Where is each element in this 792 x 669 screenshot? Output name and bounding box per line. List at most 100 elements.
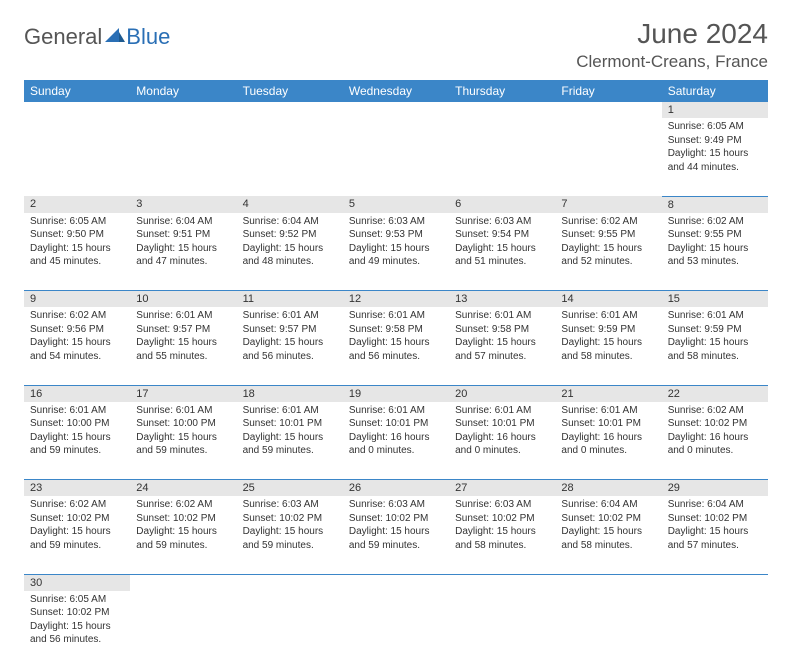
day-details: Sunrise: 6:02 AMSunset: 10:02 PMDaylight…	[662, 402, 768, 462]
day-details: Sunrise: 6:03 AMSunset: 10:02 PMDaylight…	[237, 496, 343, 556]
day-cell: Sunrise: 6:03 AMSunset: 9:54 PMDaylight:…	[449, 213, 555, 291]
header: General Blue June 2024 Clermont-Creans, …	[24, 18, 768, 72]
day-details: Sunrise: 6:03 AMSunset: 9:54 PMDaylight:…	[449, 213, 555, 273]
day-number	[237, 574, 343, 591]
day-number: 4	[237, 196, 343, 213]
day-header: Wednesday	[343, 80, 449, 102]
day-cell	[555, 118, 661, 196]
day-number: 26	[343, 480, 449, 497]
day-details: Sunrise: 6:01 AMSunset: 10:00 PMDaylight…	[24, 402, 130, 462]
day-number: 18	[237, 385, 343, 402]
day-cell: Sunrise: 6:01 AMSunset: 9:59 PMDaylight:…	[555, 307, 661, 385]
logo-text-2: Blue	[126, 24, 170, 50]
day-number: 27	[449, 480, 555, 497]
day-cell: Sunrise: 6:01 AMSunset: 9:59 PMDaylight:…	[662, 307, 768, 385]
day-cell: Sunrise: 6:05 AMSunset: 10:02 PMDaylight…	[24, 591, 130, 669]
day-number: 9	[24, 291, 130, 308]
day-details: Sunrise: 6:05 AMSunset: 10:02 PMDaylight…	[24, 591, 130, 651]
day-details: Sunrise: 6:01 AMSunset: 9:59 PMDaylight:…	[555, 307, 661, 367]
day-number: 3	[130, 196, 236, 213]
day-number	[449, 102, 555, 118]
day-number: 29	[662, 480, 768, 497]
day-details: Sunrise: 6:02 AMSunset: 9:55 PMDaylight:…	[555, 213, 661, 273]
week-row: Sunrise: 6:01 AMSunset: 10:00 PMDaylight…	[24, 402, 768, 480]
month-title: June 2024	[576, 18, 768, 50]
day-cell	[130, 118, 236, 196]
day-number: 24	[130, 480, 236, 497]
day-number	[662, 574, 768, 591]
day-number: 16	[24, 385, 130, 402]
day-details: Sunrise: 6:01 AMSunset: 9:57 PMDaylight:…	[130, 307, 236, 367]
week-row: Sunrise: 6:05 AMSunset: 10:02 PMDaylight…	[24, 591, 768, 669]
day-header: Friday	[555, 80, 661, 102]
day-details: Sunrise: 6:03 AMSunset: 10:02 PMDaylight…	[449, 496, 555, 556]
day-number: 25	[237, 480, 343, 497]
calendar-body: 1Sunrise: 6:05 AMSunset: 9:49 PMDaylight…	[24, 102, 768, 669]
day-cell: Sunrise: 6:01 AMSunset: 10:00 PMDaylight…	[130, 402, 236, 480]
day-cell: Sunrise: 6:02 AMSunset: 9:56 PMDaylight:…	[24, 307, 130, 385]
week-row: Sunrise: 6:02 AMSunset: 10:02 PMDaylight…	[24, 496, 768, 574]
daynum-row: 1	[24, 102, 768, 118]
day-cell: Sunrise: 6:02 AMSunset: 9:55 PMDaylight:…	[555, 213, 661, 291]
day-number: 23	[24, 480, 130, 497]
day-cell: Sunrise: 6:04 AMSunset: 10:02 PMDaylight…	[662, 496, 768, 574]
day-cell: Sunrise: 6:05 AMSunset: 9:49 PMDaylight:…	[662, 118, 768, 196]
week-row: Sunrise: 6:05 AMSunset: 9:50 PMDaylight:…	[24, 213, 768, 291]
day-number: 6	[449, 196, 555, 213]
day-cell: Sunrise: 6:01 AMSunset: 9:57 PMDaylight:…	[130, 307, 236, 385]
calendar-head: SundayMondayTuesdayWednesdayThursdayFrid…	[24, 80, 768, 102]
day-details: Sunrise: 6:02 AMSunset: 9:56 PMDaylight:…	[24, 307, 130, 367]
day-number	[24, 102, 130, 118]
day-cell	[662, 591, 768, 669]
day-number	[555, 574, 661, 591]
day-details: Sunrise: 6:02 AMSunset: 10:02 PMDaylight…	[24, 496, 130, 556]
day-number: 1	[662, 102, 768, 118]
day-cell: Sunrise: 6:02 AMSunset: 10:02 PMDaylight…	[662, 402, 768, 480]
day-details: Sunrise: 6:01 AMSunset: 10:00 PMDaylight…	[130, 402, 236, 462]
day-cell: Sunrise: 6:03 AMSunset: 10:02 PMDaylight…	[343, 496, 449, 574]
day-number: 15	[662, 291, 768, 308]
day-details: Sunrise: 6:02 AMSunset: 9:55 PMDaylight:…	[662, 213, 768, 273]
title-block: June 2024 Clermont-Creans, France	[576, 18, 768, 72]
day-cell: Sunrise: 6:05 AMSunset: 9:50 PMDaylight:…	[24, 213, 130, 291]
day-cell	[449, 591, 555, 669]
day-cell: Sunrise: 6:01 AMSunset: 9:58 PMDaylight:…	[449, 307, 555, 385]
week-row: Sunrise: 6:02 AMSunset: 9:56 PMDaylight:…	[24, 307, 768, 385]
day-number: 22	[662, 385, 768, 402]
day-header: Monday	[130, 80, 236, 102]
day-number	[237, 102, 343, 118]
day-header: Tuesday	[237, 80, 343, 102]
daynum-row: 9101112131415	[24, 291, 768, 308]
day-number	[130, 102, 236, 118]
day-cell: Sunrise: 6:01 AMSunset: 10:01 PMDaylight…	[343, 402, 449, 480]
day-details: Sunrise: 6:01 AMSunset: 10:01 PMDaylight…	[237, 402, 343, 462]
day-number: 19	[343, 385, 449, 402]
daynum-row: 16171819202122	[24, 385, 768, 402]
day-number: 12	[343, 291, 449, 308]
day-header: Thursday	[449, 80, 555, 102]
day-details: Sunrise: 6:04 AMSunset: 9:51 PMDaylight:…	[130, 213, 236, 273]
day-number	[449, 574, 555, 591]
day-number	[343, 102, 449, 118]
day-details: Sunrise: 6:05 AMSunset: 9:50 PMDaylight:…	[24, 213, 130, 273]
day-number: 7	[555, 196, 661, 213]
day-number: 17	[130, 385, 236, 402]
day-cell: Sunrise: 6:01 AMSunset: 9:58 PMDaylight:…	[343, 307, 449, 385]
day-cell: Sunrise: 6:01 AMSunset: 10:01 PMDaylight…	[237, 402, 343, 480]
day-cell	[237, 591, 343, 669]
day-number: 20	[449, 385, 555, 402]
week-row: Sunrise: 6:05 AMSunset: 9:49 PMDaylight:…	[24, 118, 768, 196]
logo: General Blue	[24, 24, 170, 50]
day-cell: Sunrise: 6:02 AMSunset: 10:02 PMDaylight…	[130, 496, 236, 574]
day-cell: Sunrise: 6:02 AMSunset: 10:02 PMDaylight…	[24, 496, 130, 574]
day-details: Sunrise: 6:01 AMSunset: 10:01 PMDaylight…	[343, 402, 449, 462]
day-cell	[343, 591, 449, 669]
day-number: 30	[24, 574, 130, 591]
day-number	[555, 102, 661, 118]
day-details: Sunrise: 6:04 AMSunset: 10:02 PMDaylight…	[555, 496, 661, 556]
day-cell: Sunrise: 6:03 AMSunset: 9:53 PMDaylight:…	[343, 213, 449, 291]
day-header: Saturday	[662, 80, 768, 102]
day-details: Sunrise: 6:03 AMSunset: 10:02 PMDaylight…	[343, 496, 449, 556]
day-number: 8	[662, 196, 768, 213]
day-details: Sunrise: 6:01 AMSunset: 10:01 PMDaylight…	[555, 402, 661, 462]
